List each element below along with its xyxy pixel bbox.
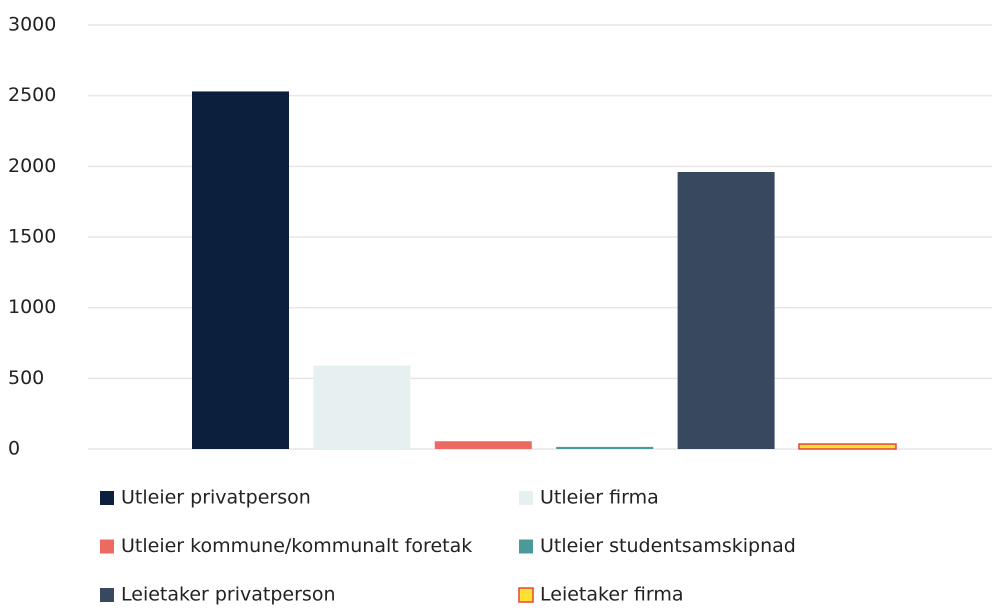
y-tick-label: 0: [8, 438, 20, 460]
legend-swatch: [100, 491, 114, 505]
legend-label: Utleier kommune/kommunalt foretak: [121, 535, 472, 557]
legend-swatch: [100, 588, 114, 602]
legend-label: Utleier privatperson: [121, 487, 311, 509]
bar: [434, 441, 532, 449]
legend-swatch: [519, 491, 533, 505]
legend-swatch: [518, 587, 534, 603]
legend-label: Utleier firma: [540, 487, 659, 509]
y-tick-label: 1000: [8, 296, 56, 318]
y-tick-label: 2500: [8, 84, 56, 106]
legend-swatch: [100, 539, 114, 554]
y-tick-label: 3000: [8, 14, 56, 36]
bar: [798, 443, 897, 450]
y-tick-label: 2000: [8, 155, 56, 177]
y-tick-label: 1500: [8, 226, 56, 248]
bar: [192, 91, 289, 449]
bar: [313, 365, 411, 449]
bar: [677, 171, 775, 449]
legend-swatch: [519, 539, 533, 554]
legend-label: Leietaker privatperson: [121, 584, 335, 606]
legend-label: Leietaker firma: [540, 584, 683, 606]
legend-label: Utleier studentsamskipnad: [540, 535, 796, 557]
y-tick-label: 500: [8, 367, 44, 389]
bar: [556, 446, 654, 449]
